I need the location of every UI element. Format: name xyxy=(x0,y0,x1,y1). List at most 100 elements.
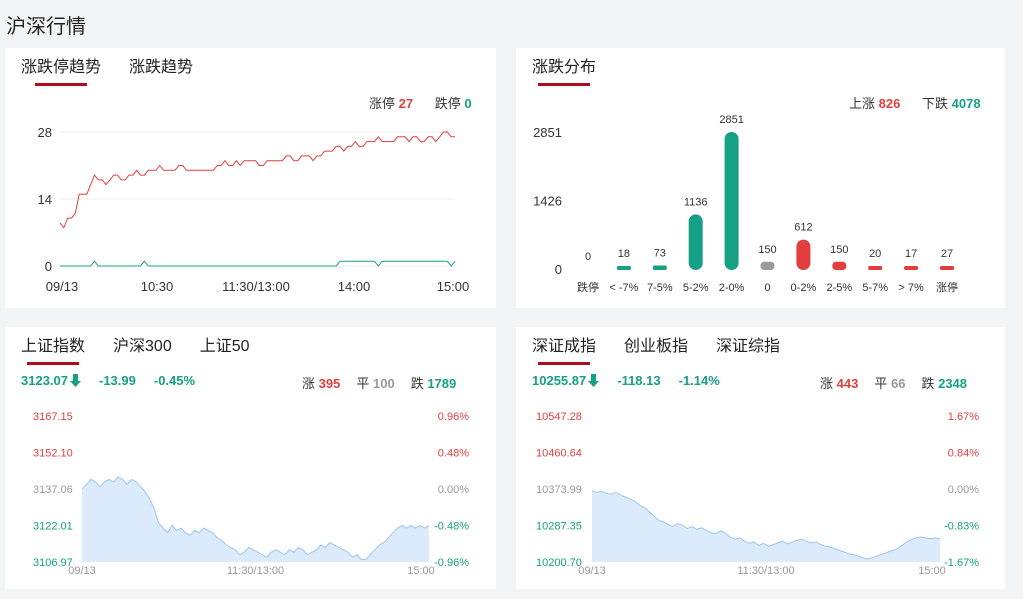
down-value: 4078 xyxy=(951,96,981,111)
x-tick-label: 跌停 xyxy=(577,280,599,294)
y-right-tick: 0.84% xyxy=(948,448,979,460)
y-tick-label: 0 xyxy=(45,259,52,274)
x-tick-label: 15:00 xyxy=(407,565,435,577)
x-tick-label: 09/13 xyxy=(578,565,606,577)
sz-fall-label: 跌 xyxy=(921,376,935,391)
y-right-tick: -1.67% xyxy=(944,557,979,569)
sh-price: 3123.07 xyxy=(21,373,81,388)
data-label: 20 xyxy=(869,248,881,260)
series-line-limit-up xyxy=(59,131,455,229)
sh-change: -13.99 xyxy=(99,373,136,388)
price-area xyxy=(82,477,429,562)
sh-quote: 3123.07 -13.99 -0.45% xyxy=(21,373,195,388)
limit-up-value: 27 xyxy=(398,96,414,111)
tab-chinext[interactable]: 创业板指 xyxy=(624,338,689,355)
sz-index-panel: 深证成指 创业板指 深证综指 10255.87 -118.13 -1.14% 涨… xyxy=(516,327,1005,589)
y-left-tick: 10200.70 xyxy=(536,557,582,569)
up-label: 上涨 xyxy=(849,96,876,111)
limit-trend-tabs: 涨跌停趋势 涨跌趋势 xyxy=(21,58,193,88)
sz-intraday-chart: 10547.28 1.67% 10460.64 0.84% 10373.99 0.00% 1… xyxy=(536,411,979,577)
x-tick-label: 15:00 xyxy=(437,279,470,294)
limit-up-label: 涨停 xyxy=(369,96,396,111)
x-tick-label: 09/13 xyxy=(68,565,96,577)
x-tick-label: 15:00 xyxy=(918,565,946,577)
x-tick-label: 0-2% xyxy=(791,282,817,294)
sz-flat-label: 平 xyxy=(874,376,888,391)
x-tick-label: < -7% xyxy=(609,282,638,294)
limit-counts: 涨停 27 跌停 0 xyxy=(369,93,472,112)
sz-rise-label: 涨 xyxy=(820,376,834,391)
sz-pct: -1.14% xyxy=(678,373,720,388)
sh-pct: -0.45% xyxy=(153,373,196,388)
data-label: 27 xyxy=(941,248,953,260)
sh-intraday-chart: 3167.15 0.96% 3152.10 0.48% 3137.06 0.00% 3122… xyxy=(33,411,469,577)
tab-sz-composite[interactable]: 深证综指 xyxy=(716,338,781,355)
y-right-tick: 0.96% xyxy=(438,411,469,423)
y-left-tick: 10287.35 xyxy=(536,521,582,533)
data-label: 1136 xyxy=(684,196,708,208)
sz-change: -118.13 xyxy=(617,373,661,388)
y-left-tick: 3106.97 xyxy=(33,557,73,569)
sz-quote: 10255.87 -118.13 -1.14% xyxy=(532,373,720,388)
y-left-tick: 3167.15 xyxy=(33,411,73,423)
data-label: 0 xyxy=(585,251,591,263)
bar xyxy=(796,239,811,270)
sz-fall-value: 2348 xyxy=(938,376,968,391)
x-tick-label: 11:30/13:00 xyxy=(227,565,284,577)
limit-down-label: 跌停 xyxy=(434,96,461,111)
bar xyxy=(724,132,739,270)
page-title: 沪深行情 xyxy=(6,16,86,38)
tab-csi300[interactable]: 沪深300 xyxy=(113,338,172,355)
limit-down-value: 0 xyxy=(464,96,472,111)
y-right-tick: 1.67% xyxy=(948,411,979,423)
bar xyxy=(868,266,883,270)
sz-index-tabs: 深证成指 创业板指 深证综指 xyxy=(532,337,780,367)
y-tick-label: 28 xyxy=(38,125,52,140)
distribution-panel: 涨跌分布 上涨 826 下跌 4078 0 1426 2851 0 跌停 18 < -7% 7… xyxy=(516,48,1005,308)
x-tick-label: 0 xyxy=(764,282,770,294)
y-tick-label: 0 xyxy=(555,262,562,277)
data-label: 150 xyxy=(758,244,776,256)
bar xyxy=(760,261,775,270)
down-arrow-icon xyxy=(588,373,600,388)
limit-trend-panel: 涨跌停趋势 涨跌趋势 涨停 27 跌停 0 0 14 28 09/13 10:30 11:… xyxy=(5,48,496,308)
data-label: 73 xyxy=(654,247,666,259)
x-tick-label: 11:30/13:00 xyxy=(222,279,290,294)
distribution-tabs: 涨跌分布 xyxy=(532,58,596,88)
y-left-tick: 3122.01 xyxy=(33,521,73,533)
bar xyxy=(652,265,667,270)
sz-rise-value: 443 xyxy=(836,376,859,391)
x-tick-label: 5-2% xyxy=(683,282,709,294)
y-right-tick: 0.00% xyxy=(948,484,979,496)
y-right-tick: -0.48% xyxy=(434,521,469,533)
tab-sh-composite[interactable]: 上证指数 xyxy=(21,337,85,365)
x-tick-label: > 7% xyxy=(898,282,924,294)
distribution-counts: 上涨 826 下跌 4078 xyxy=(849,93,981,112)
sh-rise-label: 涨 xyxy=(302,376,316,391)
y-right-tick: 0.00% xyxy=(438,484,469,496)
limit-trend-chart: 0 14 28 09/13 10:30 11:30/13:00 14:00 15:00 xyxy=(38,125,470,294)
tab-distribution[interactable]: 涨跌分布 xyxy=(532,58,596,86)
x-tick-label: 2-0% xyxy=(719,282,745,294)
data-label: 150 xyxy=(830,244,848,256)
tab-limit-trend[interactable]: 涨跌停趋势 xyxy=(21,58,101,86)
sh-flat-value: 100 xyxy=(372,376,395,391)
bar xyxy=(904,266,919,270)
x-tick-label: 10:30 xyxy=(141,279,174,294)
x-tick-label: 5-7% xyxy=(862,282,888,294)
y-right-tick: -0.83% xyxy=(944,521,979,533)
tab-sz-component[interactable]: 深证成指 xyxy=(532,337,596,365)
data-label: 612 xyxy=(794,222,812,234)
tab-sse50[interactable]: 上证50 xyxy=(199,338,250,355)
down-arrow-icon xyxy=(70,373,81,388)
y-tick-label: 1426 xyxy=(533,193,562,208)
sh-fall-label: 跌 xyxy=(410,376,424,391)
y-left-tick: 10373.99 xyxy=(536,484,582,496)
bar xyxy=(688,214,703,270)
tab-updown-trend[interactable]: 涨跌趋势 xyxy=(129,59,194,76)
series-line-limit-down xyxy=(60,260,456,267)
sz-price: 10255.87 xyxy=(532,373,600,388)
sz-flat-value: 66 xyxy=(890,376,906,391)
down-label: 下跌 xyxy=(922,96,949,111)
sh-flat-label: 平 xyxy=(356,376,370,391)
